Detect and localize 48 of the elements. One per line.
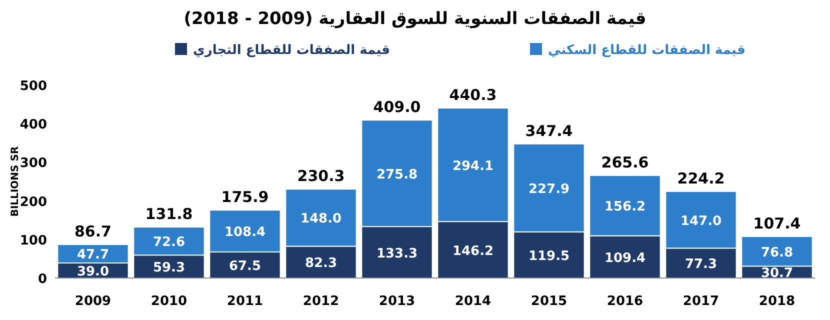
data-label: 147.0 — [680, 214, 722, 229]
x-tick-label: 2017 — [682, 294, 720, 309]
total-label: 409.0 — [373, 98, 421, 116]
total-label: 230.3 — [297, 167, 345, 186]
x-tick-label: 2012 — [302, 294, 340, 309]
x-tick-label: 2018 — [758, 294, 796, 309]
total-label: 131.8 — [145, 205, 193, 224]
data-label: 82.3 — [304, 256, 338, 272]
data-label: 156.2 — [604, 200, 646, 215]
total-label: 175.9 — [221, 188, 269, 206]
x-tick-label: 2013 — [378, 294, 416, 309]
data-label: 227.9 — [528, 182, 570, 197]
chart-title: قيمة الصفقات السنوية للسوق العقارية (2009 - 2018) — [184, 9, 646, 29]
data-label: 108.4 — [224, 225, 266, 240]
data-label: 76.8 — [760, 245, 794, 260]
y-tick-label: 200 — [20, 194, 47, 210]
x-tick-label: 2016 — [606, 294, 644, 309]
data-label: 67.5 — [228, 258, 262, 274]
total-label: 347.4 — [525, 122, 573, 140]
total-label: 224.2 — [677, 169, 725, 188]
data-label: 148.0 — [300, 212, 342, 227]
x-tick-label: 2015 — [530, 294, 568, 309]
total-label: 265.6 — [601, 153, 649, 172]
y-tick-label: 100 — [20, 233, 47, 248]
data-label: 294.1 — [452, 158, 494, 174]
data-label: 275.8 — [376, 167, 418, 182]
data-label: 39.0 — [76, 264, 110, 280]
data-label: 109.4 — [604, 250, 646, 266]
y-tick-label: 400 — [20, 118, 47, 133]
y-tick-label: 0 — [38, 272, 47, 287]
x-tick-label: 2010 — [150, 294, 188, 309]
data-label: 59.3 — [152, 260, 186, 276]
data-label: 47.7 — [76, 248, 110, 263]
data-label: 30.7 — [760, 266, 794, 282]
y-tick-label: 300 — [20, 156, 47, 172]
x-tick-label: 2011 — [226, 294, 264, 309]
data-label: 146.2 — [452, 244, 494, 259]
total-label: 107.4 — [753, 214, 801, 233]
y-tick-label: 500 — [20, 79, 47, 94]
data-label: 77.3 — [684, 257, 718, 272]
x-tick-label: 2009 — [74, 294, 112, 309]
total-label: 86.7 — [74, 222, 112, 241]
data-label: 72.6 — [152, 235, 186, 250]
data-label: 119.5 — [528, 248, 570, 264]
total-label: 440.3 — [449, 86, 497, 104]
data-label: 133.3 — [376, 246, 418, 262]
x-tick-label: 2014 — [454, 294, 492, 309]
y-axis-title: BILLIONS SR — [10, 146, 21, 217]
